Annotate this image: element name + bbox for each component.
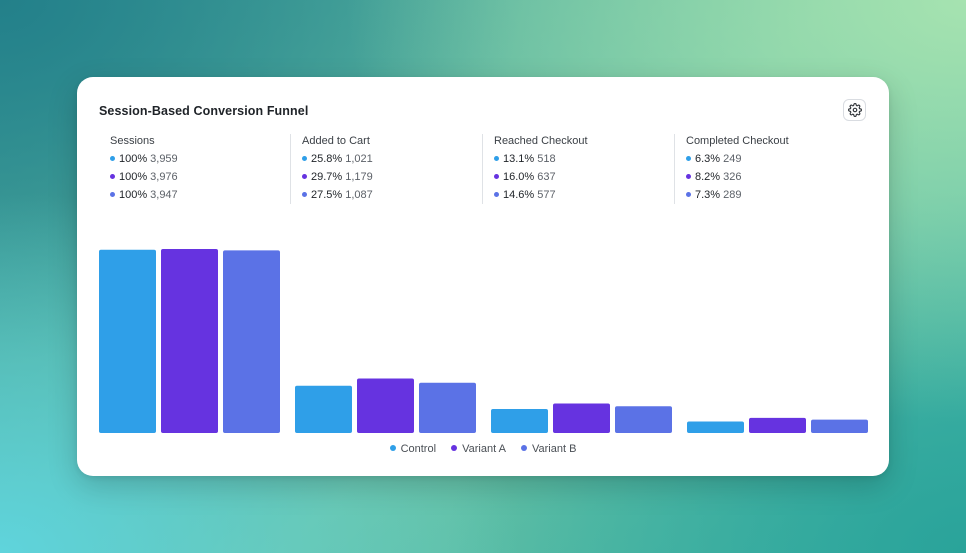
stage-pct: 100% [119, 189, 148, 201]
gear-icon [847, 103, 862, 117]
chart-title: Session-Based Conversion Funnel [99, 104, 309, 118]
variant-a-dot [686, 173, 691, 179]
stage-count: 577 [537, 189, 556, 201]
stage-column-reached-checkout: Reached Checkout 13.1% 518 16.0% 637 14.6%… [482, 134, 675, 204]
stage-count: 3,947 [150, 189, 178, 201]
stage-row: 100% 3,959 [110, 153, 178, 167]
control-dot [494, 155, 499, 161]
legend-label: Variant A [462, 443, 506, 455]
legend-item-variant-a[interactable]: Variant A [451, 443, 506, 455]
legend-label: Variant B [531, 443, 577, 455]
bar-control-sessions[interactable] [99, 249, 156, 433]
stage-pct: 14.6% [503, 189, 535, 201]
variant-a-dot [110, 173, 115, 179]
variant-b-dot [686, 191, 691, 197]
bar-variant-a-completed-checkout[interactable] [749, 417, 806, 433]
stage-count: 326 [723, 171, 742, 183]
stage-pct: 27.5% [311, 189, 343, 201]
settings-button[interactable] [843, 99, 866, 121]
stage-row: 29.7% 1,179 [302, 171, 373, 185]
stage-row: 27.5% 1,087 [302, 189, 373, 203]
stage-column-sessions: Sessions 100% 3,959 100% 3,976 100% 3,947 [99, 134, 291, 204]
stage-count: 3,976 [150, 171, 178, 183]
bar-variant-a-added-to-cart[interactable] [357, 378, 414, 433]
stage-row: 100% 3,976 [110, 171, 178, 185]
stage-column-added-to-cart: Added to Cart 25.8% 1,021 29.7% 1,179 27.5… [290, 134, 483, 204]
bar-variant-b-sessions[interactable] [223, 250, 280, 433]
stage-count: 1,021 [345, 153, 373, 165]
variant-a-dot [302, 173, 307, 179]
bar-variant-b-added-to-cart[interactable] [419, 382, 476, 433]
control-legend-dot [389, 445, 396, 452]
stage-row: 7.3% 289 [686, 189, 741, 203]
chart-legend: Control Variant A Variant B [77, 443, 889, 455]
funnel-card: Session-Based Conversion Funnel Sessions… [77, 77, 889, 476]
control-dot [110, 155, 115, 161]
stage-row: 13.1% 518 [494, 153, 556, 167]
stage-pct: 100% [119, 171, 148, 183]
stage-pct: 7.3% [695, 189, 721, 201]
stage-count: 289 [723, 189, 742, 201]
legend-item-control[interactable]: Control [389, 443, 437, 455]
stage-row: 25.8% 1,021 [302, 153, 373, 167]
stage-pct: 25.8% [311, 153, 343, 165]
stage-pct: 100% [119, 153, 148, 165]
bar-variant-b-completed-checkout[interactable] [811, 419, 868, 433]
stage-count: 518 [537, 153, 556, 165]
legend-label: Control [400, 443, 437, 455]
stage-count: 1,179 [345, 171, 373, 183]
stage-pct: 6.3% [695, 153, 721, 165]
stage-count: 249 [723, 153, 742, 165]
stage-count: 1,087 [345, 189, 373, 201]
bar-variant-a-reached-checkout[interactable] [553, 403, 610, 433]
stage-row: 16.0% 637 [494, 171, 556, 185]
funnel-bar-chart [99, 249, 868, 433]
legend-item-variant-b[interactable]: Variant B [520, 443, 577, 455]
bar-control-reached-checkout[interactable] [491, 409, 548, 433]
variant-b-dot [494, 191, 499, 197]
stage-row: 100% 3,947 [110, 189, 178, 203]
control-dot [302, 155, 307, 161]
stage-pct: 29.7% [311, 171, 343, 183]
stage-label: Sessions [110, 135, 155, 147]
stage-row: 8.2% 326 [686, 171, 741, 185]
stage-pct: 13.1% [503, 153, 535, 165]
variant-a-dot [494, 173, 499, 179]
bar-control-completed-checkout[interactable] [687, 421, 744, 433]
variant-b-dot [302, 191, 307, 197]
stage-label: Completed Checkout [686, 135, 789, 147]
stage-pct: 16.0% [503, 171, 535, 183]
bar-variant-a-sessions[interactable] [161, 249, 218, 433]
funnel-stats: Sessions 100% 3,959 100% 3,976 100% 3,947 A… [99, 134, 869, 204]
stage-label: Added to Cart [302, 135, 370, 147]
stage-count: 3,959 [150, 153, 178, 165]
stage-row: 14.6% 577 [494, 189, 556, 203]
stage-column-completed-checkout: Completed Checkout 6.3% 249 8.2% 326 7.3% 2… [674, 134, 867, 204]
variant-b-legend-dot [520, 445, 527, 452]
bar-control-added-to-cart[interactable] [295, 385, 352, 433]
bar-variant-b-reached-checkout[interactable] [615, 406, 672, 433]
stage-count: 637 [537, 171, 556, 183]
control-dot [686, 155, 691, 161]
stage-label: Reached Checkout [494, 135, 588, 147]
variant-b-dot [110, 191, 115, 197]
stage-row: 6.3% 249 [686, 153, 741, 167]
variant-a-legend-dot [451, 445, 458, 452]
stage-pct: 8.2% [695, 171, 721, 183]
